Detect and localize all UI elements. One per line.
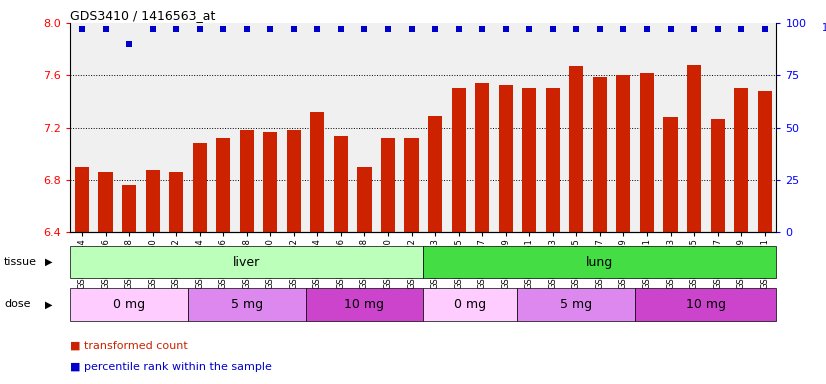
Text: tissue: tissue <box>4 257 37 267</box>
Text: 5 mg: 5 mg <box>230 298 263 311</box>
Bar <box>311 112 325 232</box>
Bar <box>216 138 230 232</box>
Bar <box>635 288 776 321</box>
Bar <box>70 288 188 321</box>
Bar <box>546 88 560 232</box>
Bar <box>240 130 254 232</box>
Bar <box>98 172 112 232</box>
Bar <box>70 246 423 278</box>
Bar <box>663 117 677 232</box>
Bar <box>687 65 701 232</box>
Bar <box>263 132 278 232</box>
Text: 5 mg: 5 mg <box>560 298 592 311</box>
Bar <box>475 83 489 232</box>
Text: GDS3410 / 1416563_at: GDS3410 / 1416563_at <box>70 9 216 22</box>
Bar <box>188 288 306 321</box>
Text: ▶: ▶ <box>45 299 53 310</box>
Text: dose: dose <box>4 299 31 310</box>
Bar <box>452 88 466 232</box>
Bar <box>710 119 724 232</box>
Bar <box>358 167 372 232</box>
Text: liver: liver <box>233 256 260 268</box>
Bar <box>287 130 301 232</box>
Bar <box>428 116 442 232</box>
Bar <box>757 91 771 232</box>
Text: 10 mg: 10 mg <box>686 298 726 311</box>
Bar <box>423 288 517 321</box>
Bar <box>75 167 89 232</box>
Text: ■ transformed count: ■ transformed count <box>70 341 188 351</box>
Bar <box>169 172 183 232</box>
Bar <box>734 88 748 232</box>
Bar <box>381 138 395 232</box>
Text: ■ percentile rank within the sample: ■ percentile rank within the sample <box>70 362 272 372</box>
Bar <box>334 136 348 232</box>
Bar <box>192 143 206 232</box>
Bar <box>145 170 159 232</box>
Text: ▶: ▶ <box>45 257 53 267</box>
Bar <box>423 246 776 278</box>
Text: 10 mg: 10 mg <box>344 298 384 311</box>
Text: 0 mg: 0 mg <box>454 298 487 311</box>
Bar <box>517 288 635 321</box>
Bar <box>122 185 136 232</box>
Bar <box>640 73 654 232</box>
Text: lung: lung <box>586 256 614 268</box>
Bar <box>616 75 630 232</box>
Text: 100%: 100% <box>823 23 826 33</box>
Text: 0 mg: 0 mg <box>113 298 145 311</box>
Bar <box>499 84 513 232</box>
Bar <box>306 288 423 321</box>
Bar <box>569 66 583 232</box>
Bar <box>593 77 607 232</box>
Bar <box>522 88 536 232</box>
Bar <box>405 138 419 232</box>
